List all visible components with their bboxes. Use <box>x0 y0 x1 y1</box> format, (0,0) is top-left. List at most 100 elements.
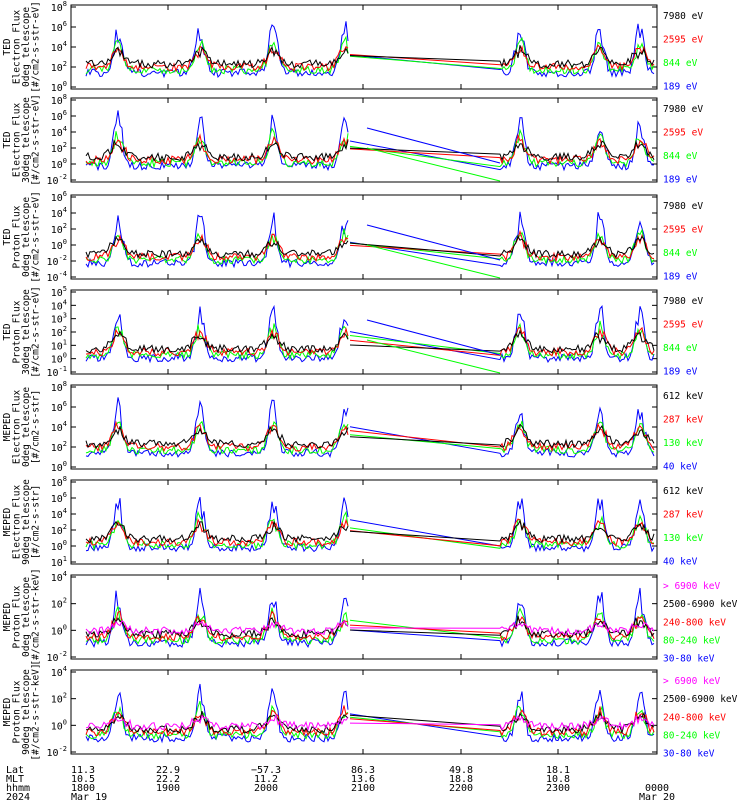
series-trace <box>85 304 349 364</box>
y-tick-label: 104 <box>51 665 67 679</box>
y-tick-label: 105 <box>51 285 67 299</box>
legend-entry: 80-240 keV <box>663 636 720 647</box>
y-axis-label-line: MEPED <box>2 697 13 726</box>
axis-row-value: −57.3 <box>251 765 281 776</box>
y-axis-label-line: 0deg telescope <box>21 197 32 277</box>
y-axis-label-line: 0deg telescope <box>21 7 32 87</box>
y-tick-label: 10-2 <box>47 173 67 187</box>
series-trace <box>85 610 349 643</box>
y-tick-label: 106 <box>51 491 67 505</box>
y-axis-label-line: Proton Flux <box>12 300 23 363</box>
y-axis-label-line: 0deg telescope <box>21 577 32 657</box>
legend-entry: 287 keV <box>663 510 703 521</box>
y-axis-label-line: Electron Flux <box>12 485 23 560</box>
axis-row-value: 1800 <box>71 783 95 794</box>
y-axis-label-line: [#/cm2-s-str-eV] <box>31 286 42 378</box>
series-trace <box>349 326 655 358</box>
y-tick-label: 102 <box>51 141 67 155</box>
y-tick-label: 102 <box>51 692 67 706</box>
series-trace <box>85 45 349 69</box>
y-axis-label-line: Electron Flux <box>12 10 23 85</box>
y-tick-label: 102 <box>51 60 67 74</box>
series-trace <box>349 519 655 544</box>
legend-entry: 612 keV <box>663 486 703 497</box>
y-axis-label-line: [#/cm2-s-str-eV] <box>31 1 42 93</box>
legend-entry: 30-80 keV <box>663 654 715 665</box>
axis-row-value: 2200 <box>449 783 473 794</box>
y-axis-label-line: [#/cm2-s-str] <box>31 485 42 559</box>
legend-entry: 287 keV <box>663 415 703 426</box>
y-tick-label: 100 <box>51 352 67 366</box>
series-trace <box>85 235 349 260</box>
y-tick-label: 103 <box>51 312 67 326</box>
legend-entry: 130 keV <box>663 438 703 449</box>
y-tick-label: 106 <box>51 400 67 414</box>
legend-entry: 30-80 keV <box>663 749 715 760</box>
series-trace <box>349 621 655 636</box>
gap-line <box>366 224 501 261</box>
y-axis-label-line: 0deg telescope <box>21 387 32 467</box>
y-tick-label: 102 <box>51 222 67 236</box>
series-trace <box>85 510 349 551</box>
axis-row-value: 2100 <box>351 783 375 794</box>
series-trace <box>85 233 349 263</box>
series-trace <box>349 45 655 69</box>
y-axis-label-line: 30deg telescope <box>21 289 32 375</box>
axis-row-value: 86.3 <box>351 765 375 776</box>
y-tick-label: 100 <box>51 80 67 94</box>
axis-row-value: 2300 <box>546 783 570 794</box>
series-trace <box>349 305 655 363</box>
axis-row-value: 18.1 <box>546 765 570 776</box>
y-tick-label: 100 <box>51 238 67 252</box>
series-trace <box>349 228 655 265</box>
y-tick-label: 10-2 <box>47 650 67 664</box>
y-axis-label-line: [#/cm2-s-str-eV] <box>31 94 42 186</box>
y-tick-label: 100 <box>51 718 67 732</box>
series-trace <box>349 37 655 75</box>
gap-line <box>366 127 501 164</box>
series-trace <box>349 514 654 550</box>
series-trace <box>85 617 349 640</box>
y-axis-label-line: [#/cm2-s-str-keV] <box>31 568 42 665</box>
series-trace <box>349 711 655 735</box>
y-tick-label: 10-1 <box>47 365 67 379</box>
gap-line <box>366 319 501 356</box>
y-axis-label-line: TED <box>2 38 13 55</box>
y-axis-label-line: 90deg telescope <box>21 669 32 755</box>
series-trace <box>85 620 349 637</box>
y-tick-label: 10-4 <box>47 270 67 284</box>
series-trace <box>85 326 349 357</box>
axis-row-value: 13.6 <box>351 774 375 785</box>
y-tick-label: 102 <box>51 325 67 339</box>
y-tick-label: 100 <box>51 539 67 553</box>
series-trace <box>349 420 655 455</box>
y-axis-label-line: TED <box>2 323 13 340</box>
axis-row-value: 22.9 <box>156 765 180 776</box>
series-trace <box>85 323 349 361</box>
axis-row-label: 2024 <box>6 792 30 800</box>
legend-entry: 40 keV <box>663 462 698 473</box>
series-trace <box>85 520 349 545</box>
y-axis-label-line: TED <box>2 131 13 148</box>
legend-entry: 130 keV <box>663 533 703 544</box>
series-trace <box>349 422 655 453</box>
axis-row-value: 0000 <box>645 783 669 794</box>
series-trace <box>349 705 655 740</box>
y-axis-label-line: Electron Flux <box>12 103 23 178</box>
series-trace <box>85 35 349 75</box>
y-tick-label: 104 <box>51 298 67 312</box>
series-trace <box>85 212 349 269</box>
gap-line <box>366 244 501 279</box>
legend-entry: 7980 eV <box>663 104 703 115</box>
series-trace <box>85 705 349 737</box>
